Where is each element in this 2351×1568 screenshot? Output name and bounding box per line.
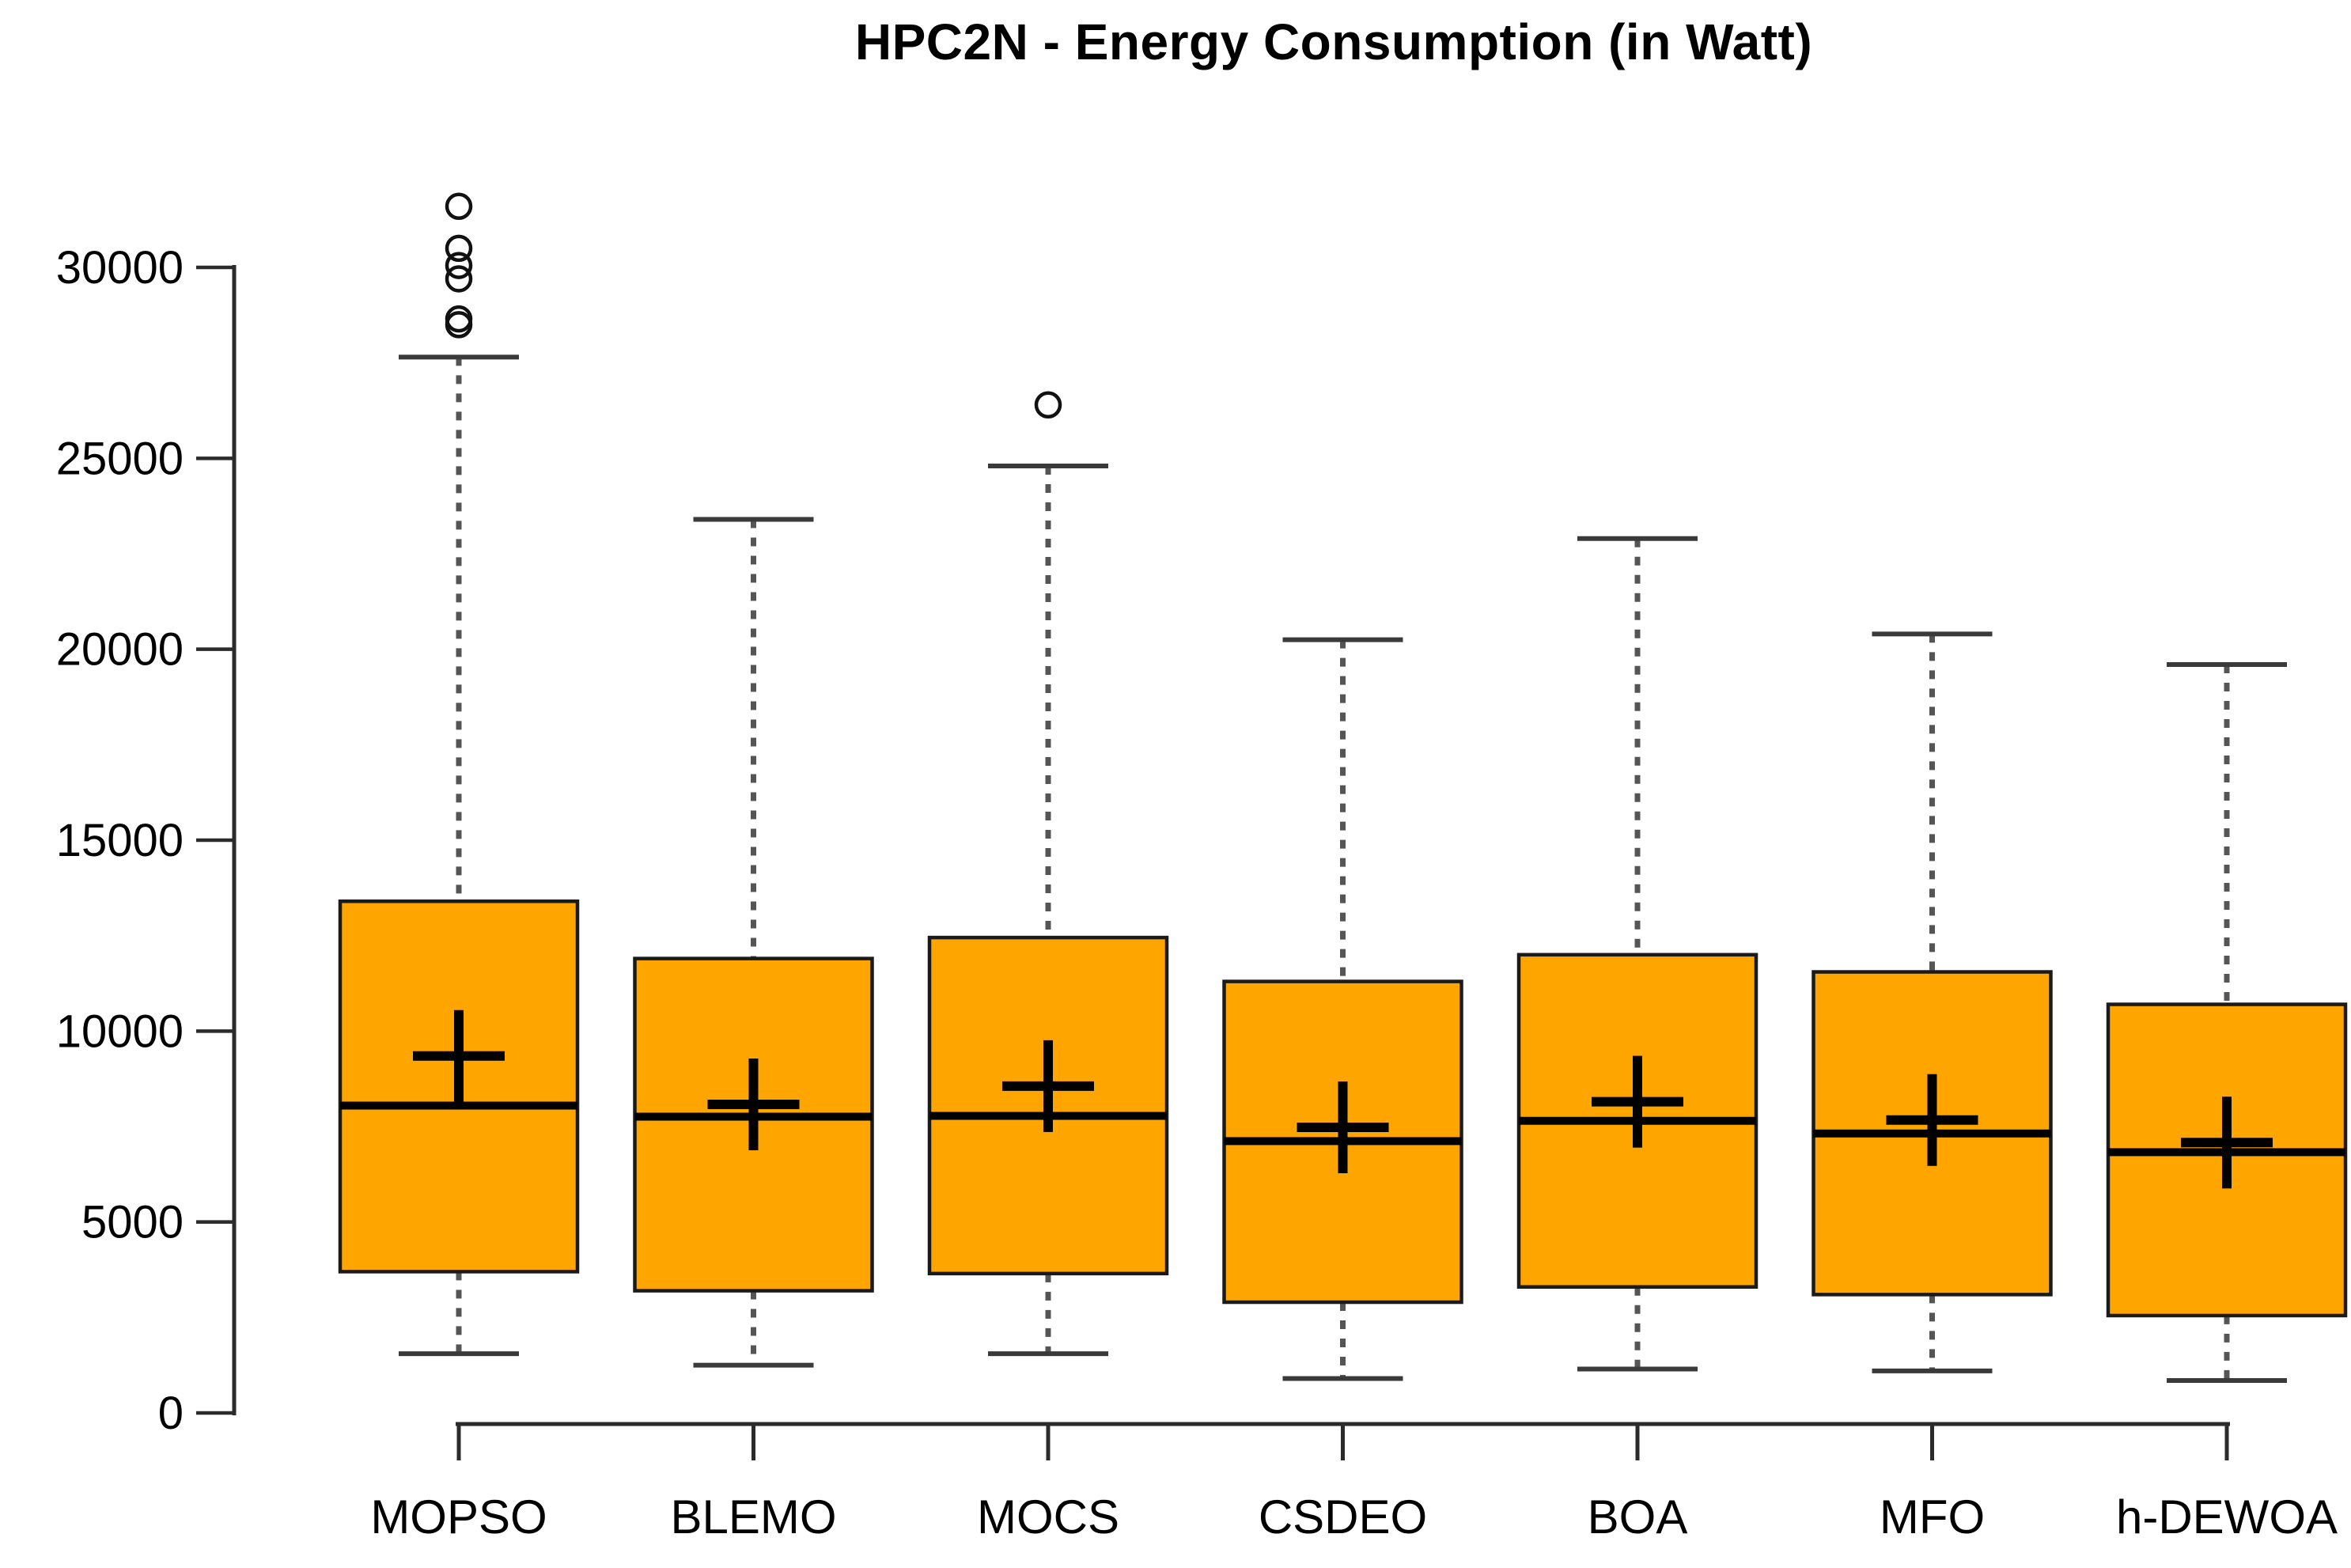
- x-category-label: BOA: [1588, 1490, 1688, 1543]
- y-tick-label: 15000: [56, 815, 184, 866]
- y-tick-label: 5000: [81, 1197, 184, 1248]
- x-category-label: h-DEWOA: [2116, 1490, 2338, 1543]
- outlier-point: [445, 252, 473, 279]
- x-category-label: BLEMO: [670, 1490, 836, 1543]
- chart-title: HPC2N - Energy Consumption (in Watt): [854, 13, 1813, 70]
- y-tick-label: 30000: [56, 242, 184, 294]
- y-tick-label: 20000: [56, 624, 184, 676]
- y-tick-label: 25000: [56, 433, 184, 484]
- outlier-point: [445, 234, 473, 263]
- outlier-point: [445, 192, 473, 221]
- outlier-point: [445, 265, 473, 293]
- x-category-label: MFO: [1880, 1490, 1985, 1543]
- outlier-point: [445, 311, 473, 339]
- y-tick-label: 0: [158, 1388, 184, 1439]
- x-category-label: CSDEO: [1259, 1490, 1427, 1543]
- x-category-label: MOPSO: [370, 1490, 547, 1543]
- x-category-label: MOCS: [977, 1490, 1119, 1543]
- y-tick-label: 10000: [56, 1006, 184, 1057]
- outlier-point: [1034, 391, 1062, 419]
